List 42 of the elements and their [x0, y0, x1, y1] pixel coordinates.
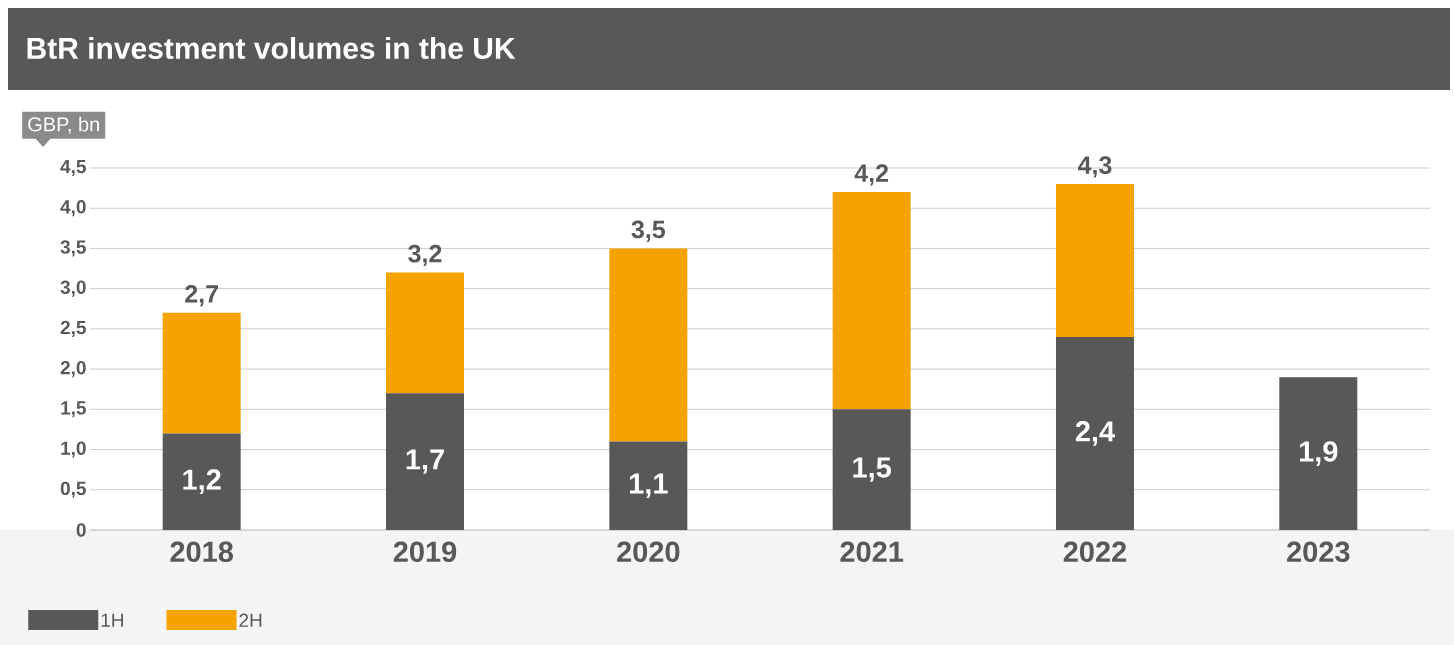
y-tick-label: 0 — [76, 523, 86, 537]
bar — [609, 441, 688, 530]
x-tick-label: 2020 — [617, 541, 680, 563]
bar — [1279, 377, 1358, 530]
bar — [162, 312, 241, 434]
data-label: 1,2 — [183, 469, 221, 495]
bar — [832, 192, 911, 410]
x-tick-label: 2023 — [1287, 541, 1350, 563]
y-tick-label: 0,5 — [60, 481, 86, 498]
y-tick-label: 1,0 — [61, 441, 86, 458]
bar — [386, 272, 464, 394]
total-label: 2,7 — [185, 284, 218, 307]
total-label: 4,2 — [854, 164, 889, 186]
x-tick-label: 2019 — [393, 541, 457, 563]
bar — [832, 409, 911, 530]
bar — [1055, 184, 1134, 337]
x-tick-label: 2022 — [1063, 541, 1127, 563]
y-tick-label: 3,5 — [60, 240, 86, 257]
chart-title: BtR investment volumes in the UK — [27, 36, 516, 60]
y-tick-label: 2,0 — [60, 361, 86, 378]
y-tick-label: 1,5 — [61, 401, 86, 418]
data-label: 1,5 — [853, 457, 892, 482]
legend-label: 2H — [239, 613, 262, 627]
x-tick-label: 2018 — [170, 541, 234, 563]
data-label: 1,7 — [406, 449, 444, 474]
y-tick-label: 3,0 — [60, 280, 86, 297]
total-label: 3,5 — [631, 220, 666, 242]
bar — [162, 433, 241, 530]
bar — [609, 248, 688, 442]
total-label: 4,3 — [1077, 156, 1112, 178]
y-tick-label: 4,5 — [60, 159, 86, 176]
total-label: 3,2 — [408, 244, 442, 267]
x-tick-label: 2021 — [840, 541, 904, 563]
data-label: 2,4 — [1075, 421, 1115, 446]
data-label: 1,1 — [629, 473, 668, 498]
bar — [1055, 336, 1134, 530]
y-tick-label: 4,0 — [60, 200, 86, 217]
bar — [386, 393, 464, 530]
y-axis-title: GBP, bn — [28, 116, 99, 134]
legend-label: 1H — [101, 613, 123, 627]
data-label: 1,9 — [1299, 441, 1338, 466]
y-tick-label: 2,5 — [60, 320, 86, 337]
